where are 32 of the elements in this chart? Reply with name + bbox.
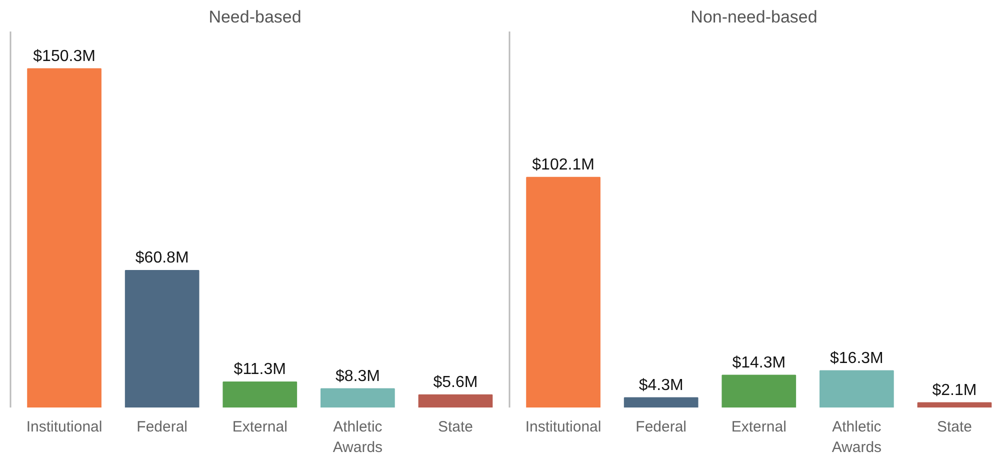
chart-title: Non-need-based xyxy=(690,8,818,26)
x-tick-label: Federal xyxy=(636,418,687,436)
bar xyxy=(722,374,796,408)
x-tick-label: Federal xyxy=(136,418,188,436)
x-tick-label: Institutional xyxy=(525,418,602,436)
x-tick-label: State xyxy=(438,418,474,436)
data-label: $4.3M xyxy=(638,376,684,394)
data-label: $5.6M xyxy=(433,374,478,391)
bar xyxy=(124,270,200,408)
data-label: $2.1M xyxy=(932,382,977,399)
x-tick-label: Institutional xyxy=(26,418,102,436)
bar xyxy=(418,394,493,408)
x-tick-label: Athletic Awards xyxy=(832,418,882,456)
bar xyxy=(27,68,102,408)
bar xyxy=(526,176,600,408)
bar xyxy=(820,370,894,408)
bar xyxy=(917,402,992,408)
data-label: $8.3M xyxy=(335,368,380,385)
x-tick-label: Athletic Awards xyxy=(332,418,383,456)
data-label: $16.3M xyxy=(830,350,884,367)
x-tick-label: External xyxy=(731,418,786,436)
x-tick-label: External xyxy=(232,418,288,436)
bar xyxy=(624,397,698,408)
bar xyxy=(320,388,395,408)
bar xyxy=(222,382,298,408)
data-label: $11.3M xyxy=(234,361,286,378)
data-label: $14.3M xyxy=(732,354,786,372)
data-label: $60.8M xyxy=(135,249,189,266)
data-label: $102.1M xyxy=(532,156,594,174)
data-label: $150.3M xyxy=(33,48,96,65)
x-tick-label: State xyxy=(936,418,972,436)
chart-title: Need-based xyxy=(208,8,302,26)
